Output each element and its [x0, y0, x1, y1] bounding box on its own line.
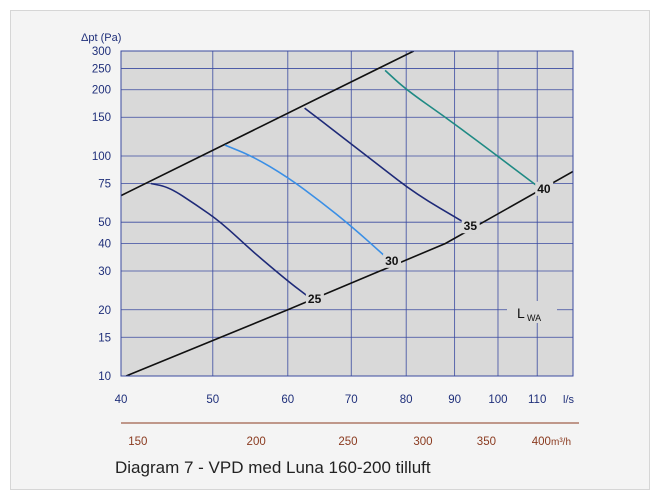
y-axis-title: Δpt (Pa) — [81, 32, 121, 44]
x2-tick-label: 150 — [128, 436, 147, 448]
y-tick-label: 250 — [92, 63, 111, 75]
pressure-flow-chart: 25 30 35 40 10 15 20 30 40 50 75 100 150 200 250 300 4… — [81, 32, 579, 448]
y-tick-label: 150 — [92, 112, 111, 124]
x-tick-label: 100 — [488, 394, 507, 406]
lwa-subscript: WA — [527, 313, 541, 323]
x2-tick-label: 400 — [532, 436, 551, 448]
y-tick-labels: 10 15 20 30 40 50 75 100 150 200 250 300 — [92, 46, 111, 383]
series-curve-35 — [304, 107, 465, 223]
series-label-bg — [383, 253, 402, 268]
y-tick-label: 10 — [98, 371, 111, 383]
x-tick-label: 70 — [345, 394, 358, 406]
y-tick-label: 40 — [98, 239, 111, 251]
y-tick-label: 20 — [98, 305, 111, 317]
x2-tick-label: 350 — [477, 436, 496, 448]
x2-tick-labels: 150 200 250 300 350 400 — [128, 436, 551, 448]
limit-line — [125, 170, 573, 376]
series-label-bg — [535, 181, 554, 196]
y-tick-label: 200 — [92, 85, 111, 97]
x-tick-labels: 40 50 60 70 80 90 100 110 — [115, 394, 547, 406]
series-label-25: 25 — [308, 292, 322, 306]
x-tick-label: 60 — [281, 394, 294, 406]
y-tick-label: 75 — [98, 178, 111, 190]
plot-border — [120, 50, 574, 377]
x-tick-label: 50 — [206, 394, 219, 406]
x-tick-label: 80 — [400, 394, 413, 406]
lwa-label: L — [517, 305, 525, 321]
series-curve-30 — [224, 144, 386, 257]
chart-caption: Diagram 7 - VPD med Luna 160-200 tilluft — [115, 458, 431, 477]
y-tick-label: 50 — [98, 217, 111, 229]
series-label-30: 30 — [385, 254, 399, 268]
x2-tick-label: 300 — [413, 436, 432, 448]
series-label-40: 40 — [537, 182, 551, 196]
x-tick-label: 40 — [115, 394, 128, 406]
y-tick-label: 15 — [98, 332, 111, 344]
x-tick-label: 110 — [528, 394, 546, 406]
x2-tick-label: 200 — [247, 436, 266, 448]
series-curve-40 — [384, 69, 538, 187]
y-tick-label: 300 — [92, 46, 111, 58]
x-axis-unit: l/s — [563, 394, 575, 406]
x-tick-label: 90 — [448, 394, 461, 406]
x2-tick-label: 250 — [338, 436, 357, 448]
plot-area — [121, 51, 573, 376]
series-label-bg — [305, 291, 324, 306]
x2-axis-unit: m³/h — [551, 437, 571, 448]
y-tick-label: 100 — [92, 151, 111, 163]
series-curve-25 — [150, 182, 309, 298]
y-tick-label: 30 — [98, 266, 111, 278]
series-label-35: 35 — [464, 219, 478, 233]
series-label-bg — [461, 219, 480, 234]
lwa-legend: L WA — [507, 301, 557, 323]
chart-frame: 25 30 35 40 10 15 20 30 40 50 75 100 150 200 250 300 4… — [10, 10, 650, 490]
series-group: 25 30 35 40 — [150, 69, 554, 306]
